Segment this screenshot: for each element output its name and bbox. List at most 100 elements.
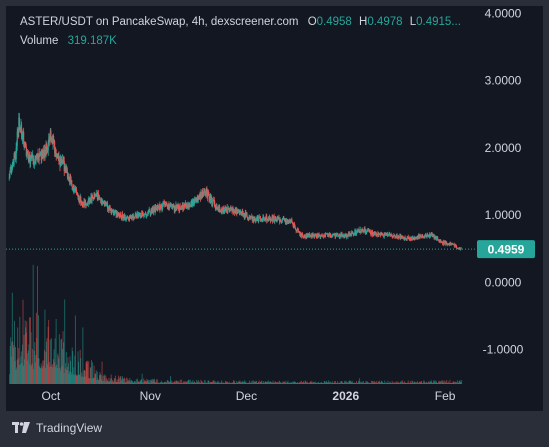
volume-bar — [187, 380, 189, 384]
volume-bar — [80, 358, 82, 384]
candle-body — [358, 228, 360, 232]
volume-bar — [173, 382, 175, 384]
candle-body — [220, 211, 222, 212]
candle-body — [32, 155, 34, 165]
volume-bar — [140, 379, 142, 384]
chart-pane[interactable]: 4.0000 3.0000 2.0000 1.0000 0.0000 -1.0000 0.4… — [6, 6, 543, 411]
candle-body — [11, 168, 13, 172]
volume-bar — [205, 383, 207, 384]
volume-bar — [190, 382, 192, 384]
volume-bar — [201, 383, 203, 384]
x-tick-label: Feb — [435, 389, 456, 403]
volume-bar — [454, 382, 456, 384]
candle-body — [446, 242, 448, 245]
volume-bar — [72, 374, 74, 384]
volume-bar — [277, 382, 279, 384]
volume-bar — [299, 382, 301, 384]
volume-bar — [295, 383, 297, 384]
candle-body — [51, 138, 53, 141]
volume-bar — [305, 382, 307, 384]
volume-bar — [167, 380, 169, 384]
price-axis[interactable]: 4.0000 3.0000 2.0000 1.0000 0.0000 -1.0000 0.4… — [477, 6, 535, 357]
volume-bar — [155, 382, 156, 384]
volume-bar — [267, 380, 269, 384]
time-axis[interactable]: Oct Nov Dec 2026 Feb — [42, 389, 456, 403]
candle-body — [311, 236, 313, 238]
candle-body — [113, 212, 116, 215]
volume-bar — [346, 382, 348, 384]
volume-bar — [343, 383, 345, 384]
volume-bar — [311, 381, 313, 384]
volume-bar — [200, 379, 202, 384]
candle-body — [49, 136, 51, 141]
open-label: O — [307, 16, 317, 28]
volume-bar — [251, 380, 253, 384]
volume-bar — [85, 362, 87, 384]
volume-bar — [177, 383, 179, 384]
volume-bar — [221, 380, 223, 384]
volume-bar — [341, 381, 343, 384]
volume-bar — [232, 382, 234, 384]
volume-bar — [252, 380, 254, 384]
candle-body — [131, 216, 133, 218]
volume-bar — [40, 363, 42, 384]
candle-body — [460, 248, 462, 250]
candle-body — [41, 153, 43, 161]
candle-body — [243, 213, 245, 218]
volume-bar — [195, 383, 197, 384]
volume-bar — [244, 380, 246, 384]
volume-bar — [94, 377, 96, 384]
volume-bar — [437, 383, 439, 384]
volume-bar — [113, 381, 115, 384]
volume-bar — [145, 380, 147, 384]
volume-bar — [168, 382, 170, 384]
candle-body — [210, 196, 212, 198]
volume-bar — [188, 379, 190, 384]
volume-bar — [309, 381, 311, 384]
volume-bar — [405, 382, 406, 384]
price-chart[interactable]: 4.0000 3.0000 2.0000 1.0000 0.0000 -1.0000 0.4… — [6, 6, 543, 411]
volume-bar — [17, 327, 19, 384]
candle-body — [102, 201, 104, 204]
candle-body — [381, 232, 383, 235]
candle-body — [273, 216, 275, 222]
volume-bar — [173, 381, 175, 384]
candle-body — [76, 193, 78, 195]
volume-bar — [147, 381, 149, 384]
volume-bar — [276, 382, 278, 384]
volume-bar — [251, 383, 253, 384]
candle-body — [404, 237, 406, 239]
candle-body — [321, 234, 323, 237]
price-candles — [8, 112, 462, 251]
candle-body — [168, 206, 171, 209]
volume-bar — [32, 264, 34, 384]
volume-bar — [34, 362, 36, 384]
candle-body — [135, 213, 137, 216]
volume-bar — [86, 361, 88, 384]
volume-bar — [47, 326, 49, 384]
candle-body — [387, 234, 389, 236]
volume-bar — [400, 383, 402, 384]
volume-bar — [40, 368, 42, 384]
volume-bar — [164, 381, 166, 384]
volume-bar — [435, 380, 437, 384]
volume-bar — [216, 382, 218, 384]
candle-body — [211, 197, 213, 204]
symbol-title[interactable]: ASTER/USDT on PancakeSwap, 4h, dexscreen… — [20, 16, 299, 28]
volume-bar — [260, 381, 262, 384]
volume-bar — [338, 382, 340, 384]
candle-body — [166, 202, 168, 206]
volume-bar — [361, 382, 363, 384]
volume-bar — [327, 382, 328, 384]
candle-body — [261, 219, 264, 221]
volume-bar — [203, 382, 205, 384]
volume-bar — [82, 376, 84, 384]
candle-body — [269, 217, 272, 222]
volume-bar — [101, 361, 103, 384]
volume-bar — [294, 381, 296, 384]
volume-bar — [453, 381, 455, 384]
tradingview-attribution[interactable]: TradingView — [12, 421, 102, 435]
volume-bar — [242, 381, 244, 384]
volume-bar — [119, 377, 121, 384]
volume-bar — [38, 358, 40, 384]
